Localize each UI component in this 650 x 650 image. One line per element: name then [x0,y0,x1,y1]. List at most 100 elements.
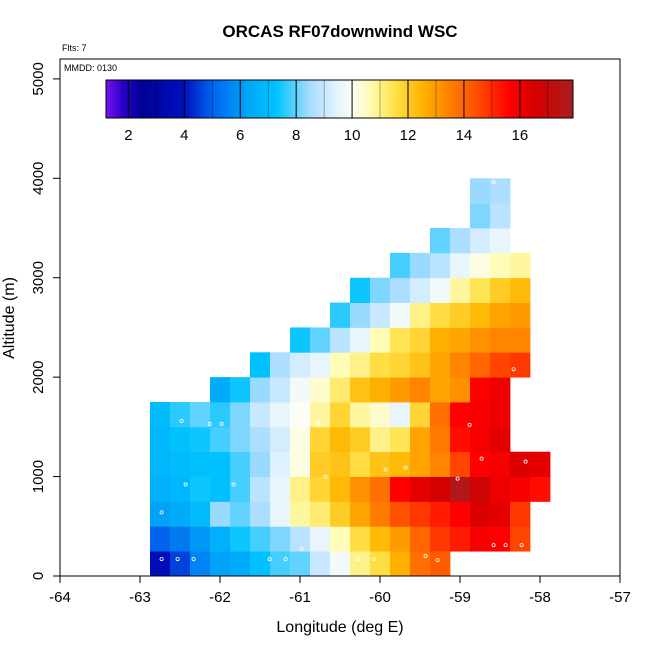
x-axis: -64 -63 -62 -61 -60 -59 -58 -57 [49,576,631,606]
observation-marker [323,474,328,479]
colorbar-tick-label: 14 [456,127,473,144]
heatmap-cell [250,526,271,552]
observation-marker [491,543,496,548]
heatmap-cell [430,228,451,254]
heatmap-cell [450,228,471,254]
y-tick-label: 3000 [30,261,47,294]
heatmap-cell [330,451,351,477]
heatmap-cell [430,402,451,428]
heatmap-cell [450,476,471,502]
heatmap-cell [150,551,171,576]
heatmap-cell [450,501,471,527]
heatmap-cell [290,476,311,502]
observation-marker [207,421,212,426]
x-tick-label: -64 [49,589,71,606]
heatmap-cell [410,402,431,428]
heatmap-cell [430,551,451,576]
x-tick-label: -58 [529,589,551,606]
heatmap-cell [350,277,371,303]
x-axis-label: Longitude (deg E) [276,619,403,636]
observation-marker [159,510,164,515]
heatmap-cell [510,352,531,378]
heatmap-cell [390,551,411,576]
observation-marker [283,557,288,562]
heatmap-cell [430,302,451,328]
heatmap-cell [310,426,331,453]
heatmap-cell [370,377,391,403]
heatmap-cell [290,327,311,353]
heatmap-cell [450,352,471,378]
observation-marker [191,557,196,562]
heatmap-cell [210,501,231,527]
heatmap-cell [510,476,531,502]
colorbar-bar [105,79,574,119]
heatmap-cell [170,501,191,527]
heatmap-cell [470,277,491,303]
observation-marker [435,558,440,563]
heatmap-cell [270,352,291,378]
observation-marker [523,459,528,464]
heatmap-cell [430,352,451,378]
heatmap-cell [350,352,371,378]
heatmap-cell [430,476,451,502]
heatmap-cell [450,402,471,428]
heatmap-cell [410,377,431,403]
heatmap-cell [150,476,171,502]
heatmap-cell [350,526,371,552]
heatmap-cell [270,402,291,428]
observation-marker [519,543,524,548]
heatmap-cell [230,476,251,502]
heatmap-cell [250,402,271,428]
x-tick-label: -61 [289,589,311,606]
heatmap-cell [370,327,391,353]
observation-marker [267,557,272,562]
heatmap-cell [270,476,291,502]
heatmap-cell [470,352,491,378]
heatmap-cell [190,451,211,477]
heatmap-cell [470,327,491,353]
observation-marker [315,421,320,426]
x-tick-label: -63 [129,589,151,606]
x-tick-label: -62 [209,589,231,606]
plot-frame [59,58,621,577]
observation-marker [403,465,408,470]
heatmap-cell [490,526,511,552]
heatmap-cell [490,352,511,378]
heatmap-cell [350,476,371,502]
heatmap-cell [230,551,251,576]
heatmap-cell [530,451,551,477]
observation-marker [175,557,180,562]
heatmap-cell [490,252,511,279]
heatmap-cell [390,501,411,527]
heatmap-cell [410,302,431,328]
heatmap-cell [350,551,371,576]
colorbar-tick-label: 8 [292,127,300,144]
observation-markers [159,180,528,563]
observation-marker [423,554,428,559]
heatmap-cell [210,451,231,477]
heatmap-cell [310,501,331,527]
heatmap-cell [310,451,331,477]
heatmap-cells [150,178,551,576]
heatmap-cell [210,402,231,428]
y-tick-label: 5000 [30,62,47,95]
observation-marker [479,456,484,461]
heatmap-cell [310,402,331,428]
heatmap-cell [390,377,411,403]
heatmap-cell [290,352,311,378]
heatmap-cell [270,551,291,576]
heatmap-cell [430,426,451,453]
heatmap-cell [170,426,191,453]
heatmap-cell [350,426,371,453]
heatmap-cell [330,526,351,552]
heatmap-cell [410,426,431,453]
observation-marker [371,557,376,562]
heatmap-cell [470,302,491,328]
heatmap-cell [270,377,291,403]
heatmap-cell [430,327,451,353]
heatmap-cell [450,426,471,453]
heatmap-cell [490,203,511,229]
heatmap-cell [190,426,211,453]
heatmap-cell [470,501,491,527]
observation-marker [467,422,472,427]
